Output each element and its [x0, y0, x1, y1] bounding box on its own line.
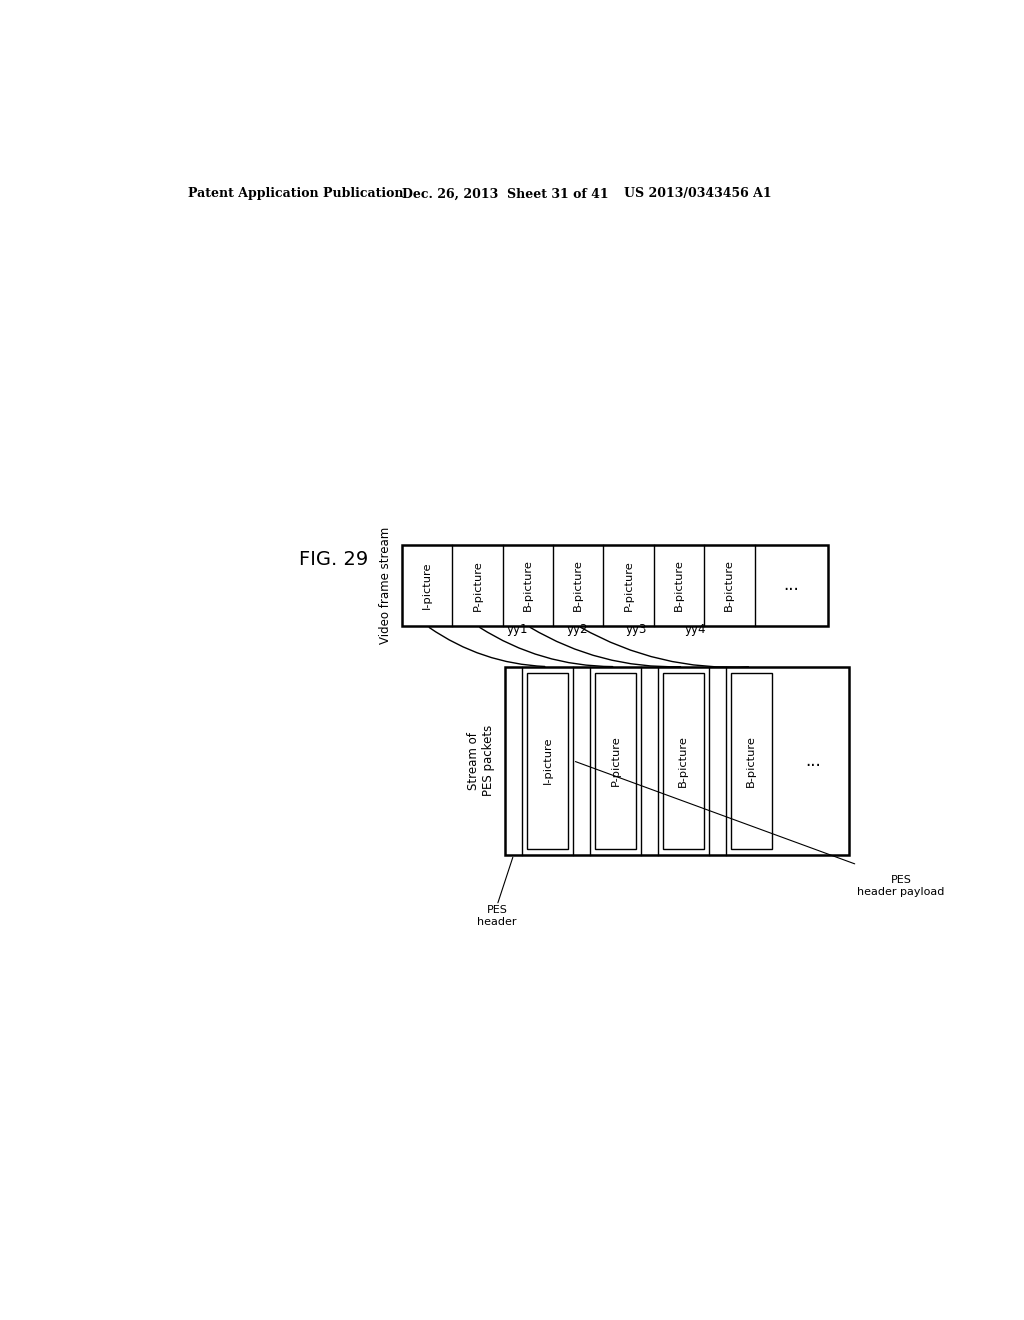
- Text: I-picture: I-picture: [422, 561, 432, 609]
- Text: FIG. 29: FIG. 29: [299, 550, 368, 569]
- Text: yy1: yy1: [507, 623, 528, 636]
- Text: B-picture: B-picture: [573, 560, 584, 611]
- Text: P-picture: P-picture: [610, 735, 621, 785]
- Text: Stream of
PES packets: Stream of PES packets: [467, 725, 496, 796]
- Text: Dec. 26, 2013  Sheet 31 of 41: Dec. 26, 2013 Sheet 31 of 41: [401, 187, 608, 201]
- Bar: [401, 545, 827, 626]
- Text: PES
header payload: PES header payload: [857, 875, 945, 896]
- Text: PES
header: PES header: [477, 906, 517, 927]
- Text: ...: ...: [783, 577, 799, 594]
- Bar: [595, 673, 636, 849]
- Text: yy4: yy4: [684, 623, 706, 636]
- Text: B-picture: B-picture: [724, 560, 734, 611]
- Text: Patent Application Publication: Patent Application Publication: [187, 187, 403, 201]
- Text: yy2: yy2: [566, 623, 588, 636]
- Text: US 2013/0343456 A1: US 2013/0343456 A1: [624, 187, 772, 201]
- Text: ...: ...: [805, 751, 821, 770]
- Text: P-picture: P-picture: [624, 560, 634, 611]
- Bar: [505, 667, 849, 854]
- Text: B-picture: B-picture: [523, 560, 532, 611]
- Bar: [527, 673, 568, 849]
- Text: P-picture: P-picture: [472, 560, 482, 611]
- Bar: [731, 673, 772, 849]
- Text: B-picture: B-picture: [674, 560, 684, 611]
- Text: yy3: yy3: [626, 623, 647, 636]
- Text: B-picture: B-picture: [746, 735, 756, 787]
- Text: I-picture: I-picture: [543, 737, 553, 784]
- Text: B-picture: B-picture: [678, 735, 688, 787]
- Bar: [663, 673, 703, 849]
- Text: Video frame stream: Video frame stream: [379, 527, 392, 644]
